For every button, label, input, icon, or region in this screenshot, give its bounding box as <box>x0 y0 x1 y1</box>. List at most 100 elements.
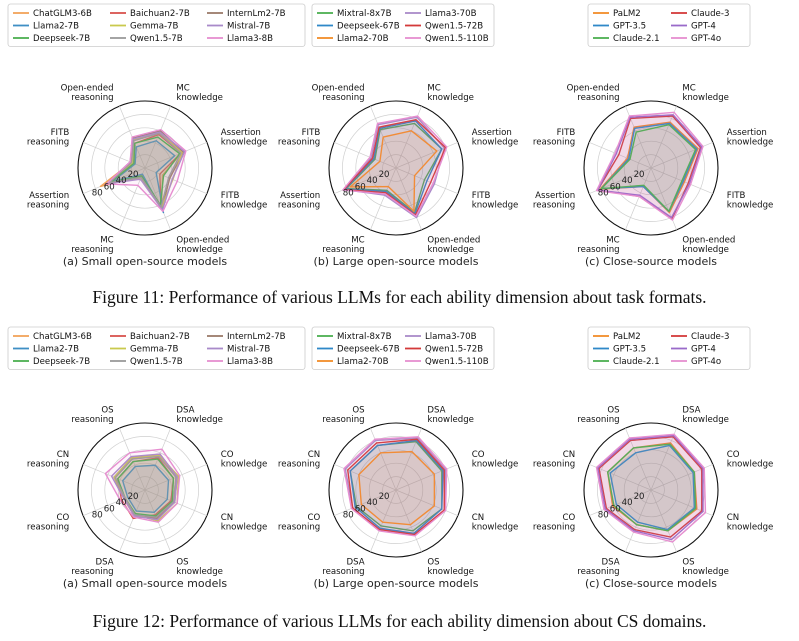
axis-label: CO reasoning <box>533 513 576 533</box>
legend: PaLM2 Claude-3 GPT-3.5 GPT-4 Claude-2.1 GPT-4… <box>587 326 751 370</box>
tick-label: 20 <box>379 492 390 502</box>
radar-spoke <box>625 489 652 553</box>
axis-label: OS knowledge <box>176 557 223 577</box>
series-Deepseek-67B <box>349 439 444 535</box>
radar-spoke <box>395 489 422 553</box>
grid-ring <box>368 462 424 518</box>
axis-label: Open-ended knowledge <box>176 235 229 255</box>
axis-label: CO knowledge <box>221 450 268 470</box>
grid-ring <box>77 100 213 236</box>
axis-label: Assertion reasoning <box>278 191 320 211</box>
axis-label: Assertion reasoning <box>533 191 575 211</box>
grid-ring <box>328 422 464 558</box>
legend-entry: Mixtral-8x7B <box>337 9 392 19</box>
grid-ring <box>637 476 665 504</box>
radar-spoke <box>625 167 652 231</box>
axis-label: DSA knowledge <box>427 406 474 426</box>
grid-ring <box>91 436 199 544</box>
legend: ChatGLM3-6B Baichuan2-7B InternLm2-7B Llama… <box>7 326 306 370</box>
legend-box <box>311 326 495 370</box>
axis-label: FITB reasoning <box>533 128 575 148</box>
legend-entry: GPT-3.5 <box>613 22 646 32</box>
radar-spoke <box>82 489 146 516</box>
legend-entry: Llama2-7B <box>33 345 79 355</box>
series-Llama2-7B <box>112 140 176 214</box>
radar-spoke <box>395 142 459 169</box>
axis-label: MC knowledge <box>427 84 474 104</box>
axis-label: MC knowledge <box>682 84 729 104</box>
legend-box <box>311 3 495 47</box>
radar-spoke <box>144 489 208 516</box>
grid-ring <box>382 154 410 182</box>
axis-label: FITB knowledge <box>221 191 268 211</box>
radar-spoke <box>144 167 208 194</box>
axis-label: DSA reasoning <box>577 557 619 577</box>
legend-entry: Deepseek-67B <box>337 345 400 355</box>
tick-label: 20 <box>379 170 390 180</box>
tick-label: 80 <box>92 510 103 520</box>
radar-spoke <box>588 167 652 194</box>
radar-spoke <box>395 464 459 491</box>
radar-spoke <box>588 489 652 516</box>
tick-label: 80 <box>343 188 354 198</box>
series-Llama2-7B <box>122 464 170 513</box>
grid-ring <box>328 100 464 236</box>
axis-label: FITB knowledge <box>472 191 519 211</box>
legend-entry: Qwen1.5-7B <box>130 357 183 367</box>
legend-entry: ChatGLM3-6B <box>33 332 92 342</box>
series-Qwen1.5-72B <box>347 438 445 536</box>
legend-box <box>7 326 306 370</box>
radar-spoke <box>333 142 397 169</box>
axis-label: OS reasoning <box>322 406 364 426</box>
axis-label: CN knowledge <box>727 513 774 533</box>
axis-label: DSA reasoning <box>71 557 113 577</box>
legend-entry: Llama3-8B <box>227 34 273 44</box>
axis-label: Open-ended knowledge <box>427 235 480 255</box>
axis-label: DSA knowledge <box>682 406 729 426</box>
axis-label: CN knowledge <box>221 513 268 533</box>
panel-title: (b) Large open-source models <box>314 577 479 590</box>
radar-spoke <box>144 142 208 169</box>
grid-ring <box>342 436 450 544</box>
legend: Mixtral-8x7B Llama3-70B Deepseek-67B Qwen1.… <box>311 326 495 370</box>
axis-label: CO reasoning <box>27 513 70 533</box>
series-Qwen1.5-72B <box>343 119 447 216</box>
legend-entry: ChatGLM3-6B <box>33 9 92 19</box>
panel-title: (c) Close-source models <box>585 577 717 590</box>
legend-entry: Qwen1.5-7B <box>130 34 183 44</box>
legend-entry: Baichuan2-7B <box>130 332 190 342</box>
axis-label: Assertion reasoning <box>27 191 69 211</box>
axis-label: CN reasoning <box>533 450 575 470</box>
axis-label: OS knowledge <box>427 557 474 577</box>
series-GPT-4 <box>597 114 703 219</box>
axis-label: Assertion knowledge <box>472 128 519 148</box>
legend-entry: Mistral-7B <box>227 345 270 355</box>
legend-entry: GPT-4 <box>691 22 716 32</box>
series-Qwen1.5-7B <box>114 455 177 518</box>
radar-spoke <box>144 167 171 231</box>
radar-spoke <box>370 167 397 231</box>
axis-label: Open-ended reasoning <box>61 84 114 104</box>
legend-entry: Claude-3 <box>691 332 729 342</box>
legend-entry: Gemma-7B <box>130 345 179 355</box>
legend-entry: Baichuan2-7B <box>130 9 190 19</box>
legend-entry: Llama2-70B <box>337 357 389 367</box>
series-Claude-2.1 <box>600 123 697 213</box>
grid-ring <box>342 114 450 222</box>
tick-label: 80 <box>92 188 103 198</box>
tick-label: 20 <box>128 170 139 180</box>
grid-ring <box>104 127 186 209</box>
tick-label: 60 <box>104 504 115 514</box>
radar-spoke <box>370 427 397 491</box>
tick-label: 80 <box>598 188 609 198</box>
legend-entry: InternLm2-7B <box>227 332 286 342</box>
legend-entry: InternLm2-7B <box>227 9 286 19</box>
tick-label: 60 <box>355 182 366 192</box>
axis-label: CO knowledge <box>472 450 519 470</box>
radar-spoke <box>650 427 677 491</box>
grid-ring <box>91 114 199 222</box>
